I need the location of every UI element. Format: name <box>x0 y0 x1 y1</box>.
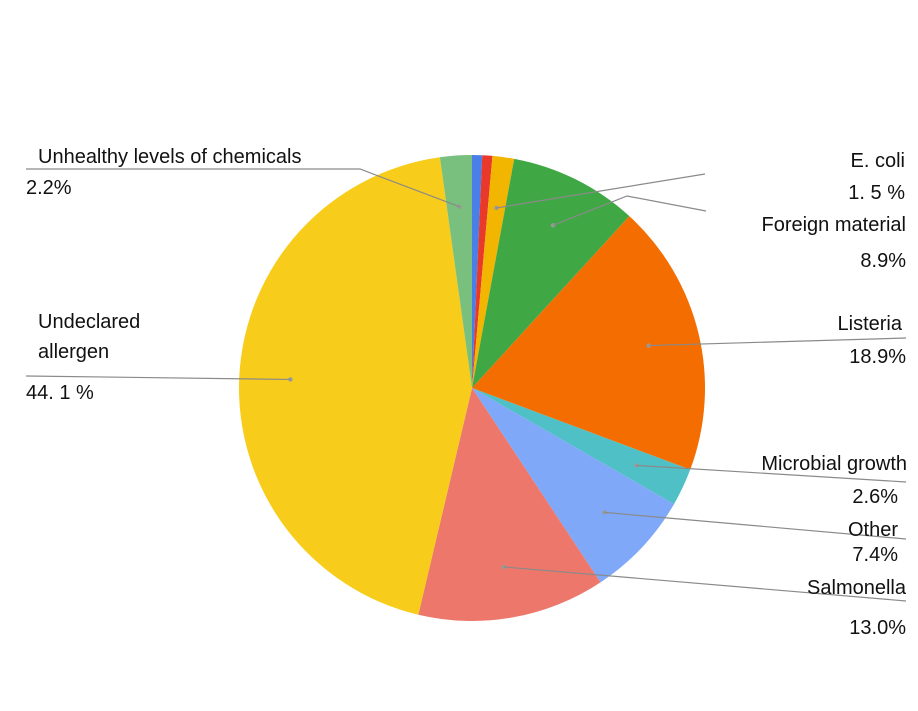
slice-microbial-growth-leader-line <box>636 464 907 483</box>
leader-lines <box>25 168 907 602</box>
label-other-value: 7.4% <box>852 544 898 566</box>
slice-microbial-growth-leader-dot <box>634 463 639 468</box>
slice-e-coli-leader-line <box>496 173 706 209</box>
label-listeria-name: Listeria <box>838 313 903 335</box>
label-foreign-value: 8.9% <box>860 250 906 272</box>
label-listeria-value: 18.9% <box>849 346 906 368</box>
slice-foreign-material-leader-line <box>552 195 707 226</box>
slice-salmonella-leader-dot <box>501 564 507 570</box>
slice-unhealthy-chemicals <box>439 155 472 388</box>
label-ecoli-name: E. coli <box>851 150 905 172</box>
label-ecoli-value: 1. 5 % <box>848 182 905 204</box>
label-foreign-name: Foreign material <box>761 214 906 236</box>
slice-undeclared-allergen-leader-line <box>25 375 291 381</box>
label-chemicals-name: Unhealthy levels of chemicals <box>38 146 301 168</box>
slice-other <box>472 388 675 583</box>
label-salmonella-value: 13.0% <box>849 617 906 639</box>
slice-foreign-material <box>472 158 630 388</box>
slice-salmonella <box>418 388 601 621</box>
label-allergen-value: 44. 1 % <box>26 382 94 404</box>
slice-salmonella-leader-line <box>503 566 907 602</box>
label-other-name: Other <box>848 519 898 541</box>
label-microbial-value: 2.6% <box>852 486 898 508</box>
slice-red-small <box>472 155 493 388</box>
slice-listeria <box>472 216 706 470</box>
slice-microbial-growth <box>472 388 691 505</box>
label-salmonella-name: Salmonella <box>807 577 907 599</box>
slice-unhealthy-chemicals-leader-line <box>26 168 460 208</box>
label-allergen-name-line1: Undeclared <box>38 311 140 333</box>
label-chemicals-value: 2.2% <box>26 177 72 199</box>
label-microbial-name: Microbial growth <box>761 453 907 475</box>
slice-blue-small <box>472 155 483 388</box>
label-allergen-name-line2: allergen <box>38 341 109 363</box>
slice-undeclared-allergen <box>239 157 472 615</box>
pie-slices <box>239 155 706 621</box>
slice-listeria-leader-line <box>648 337 907 347</box>
slice-e-coli <box>472 155 515 388</box>
slice-other-leader-line <box>604 511 907 540</box>
